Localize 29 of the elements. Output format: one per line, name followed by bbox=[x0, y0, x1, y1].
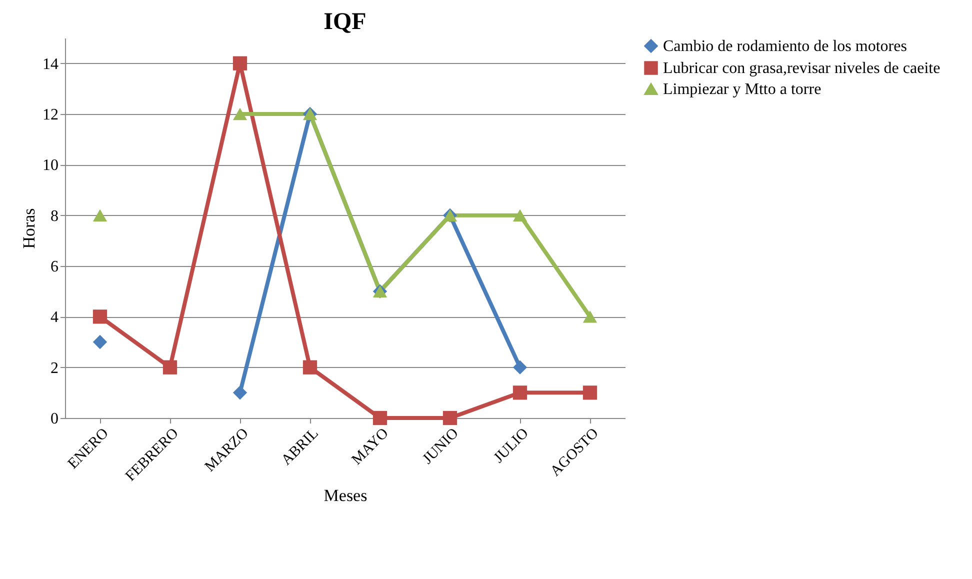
point bbox=[92, 209, 108, 222]
point bbox=[232, 108, 248, 120]
y-tick-label: 0 bbox=[50, 410, 58, 428]
legend-label: Cambio de rodamiento de los motores bbox=[663, 38, 907, 55]
y-tick-label: 4 bbox=[50, 309, 58, 326]
point bbox=[442, 410, 458, 426]
point bbox=[512, 386, 528, 400]
point bbox=[92, 310, 108, 324]
y-tick-label: 6 bbox=[50, 258, 58, 276]
point bbox=[372, 410, 388, 426]
point bbox=[162, 360, 178, 374]
point bbox=[92, 334, 108, 350]
y-axis-title: Horas bbox=[20, 208, 38, 249]
point bbox=[302, 360, 318, 374]
y-tick-label: 8 bbox=[50, 208, 58, 225]
x-axis-title: Meses bbox=[324, 486, 368, 505]
point bbox=[582, 310, 598, 323]
point bbox=[512, 360, 528, 374]
legend-label: Limpiezar y Mtto a torre bbox=[663, 81, 822, 98]
point bbox=[232, 386, 248, 400]
y-tick-label: 2 bbox=[50, 360, 58, 377]
chart-title: IQF bbox=[324, 9, 366, 35]
legend-label: Lubricar con grasa,revisar niveles de caeite bbox=[663, 60, 940, 77]
point bbox=[232, 56, 248, 70]
y-tick-label: 12 bbox=[42, 106, 58, 124]
y-tick-label: 10 bbox=[42, 157, 58, 174]
y-tick-label: 14 bbox=[42, 56, 58, 73]
point bbox=[582, 386, 598, 400]
point bbox=[512, 209, 528, 222]
